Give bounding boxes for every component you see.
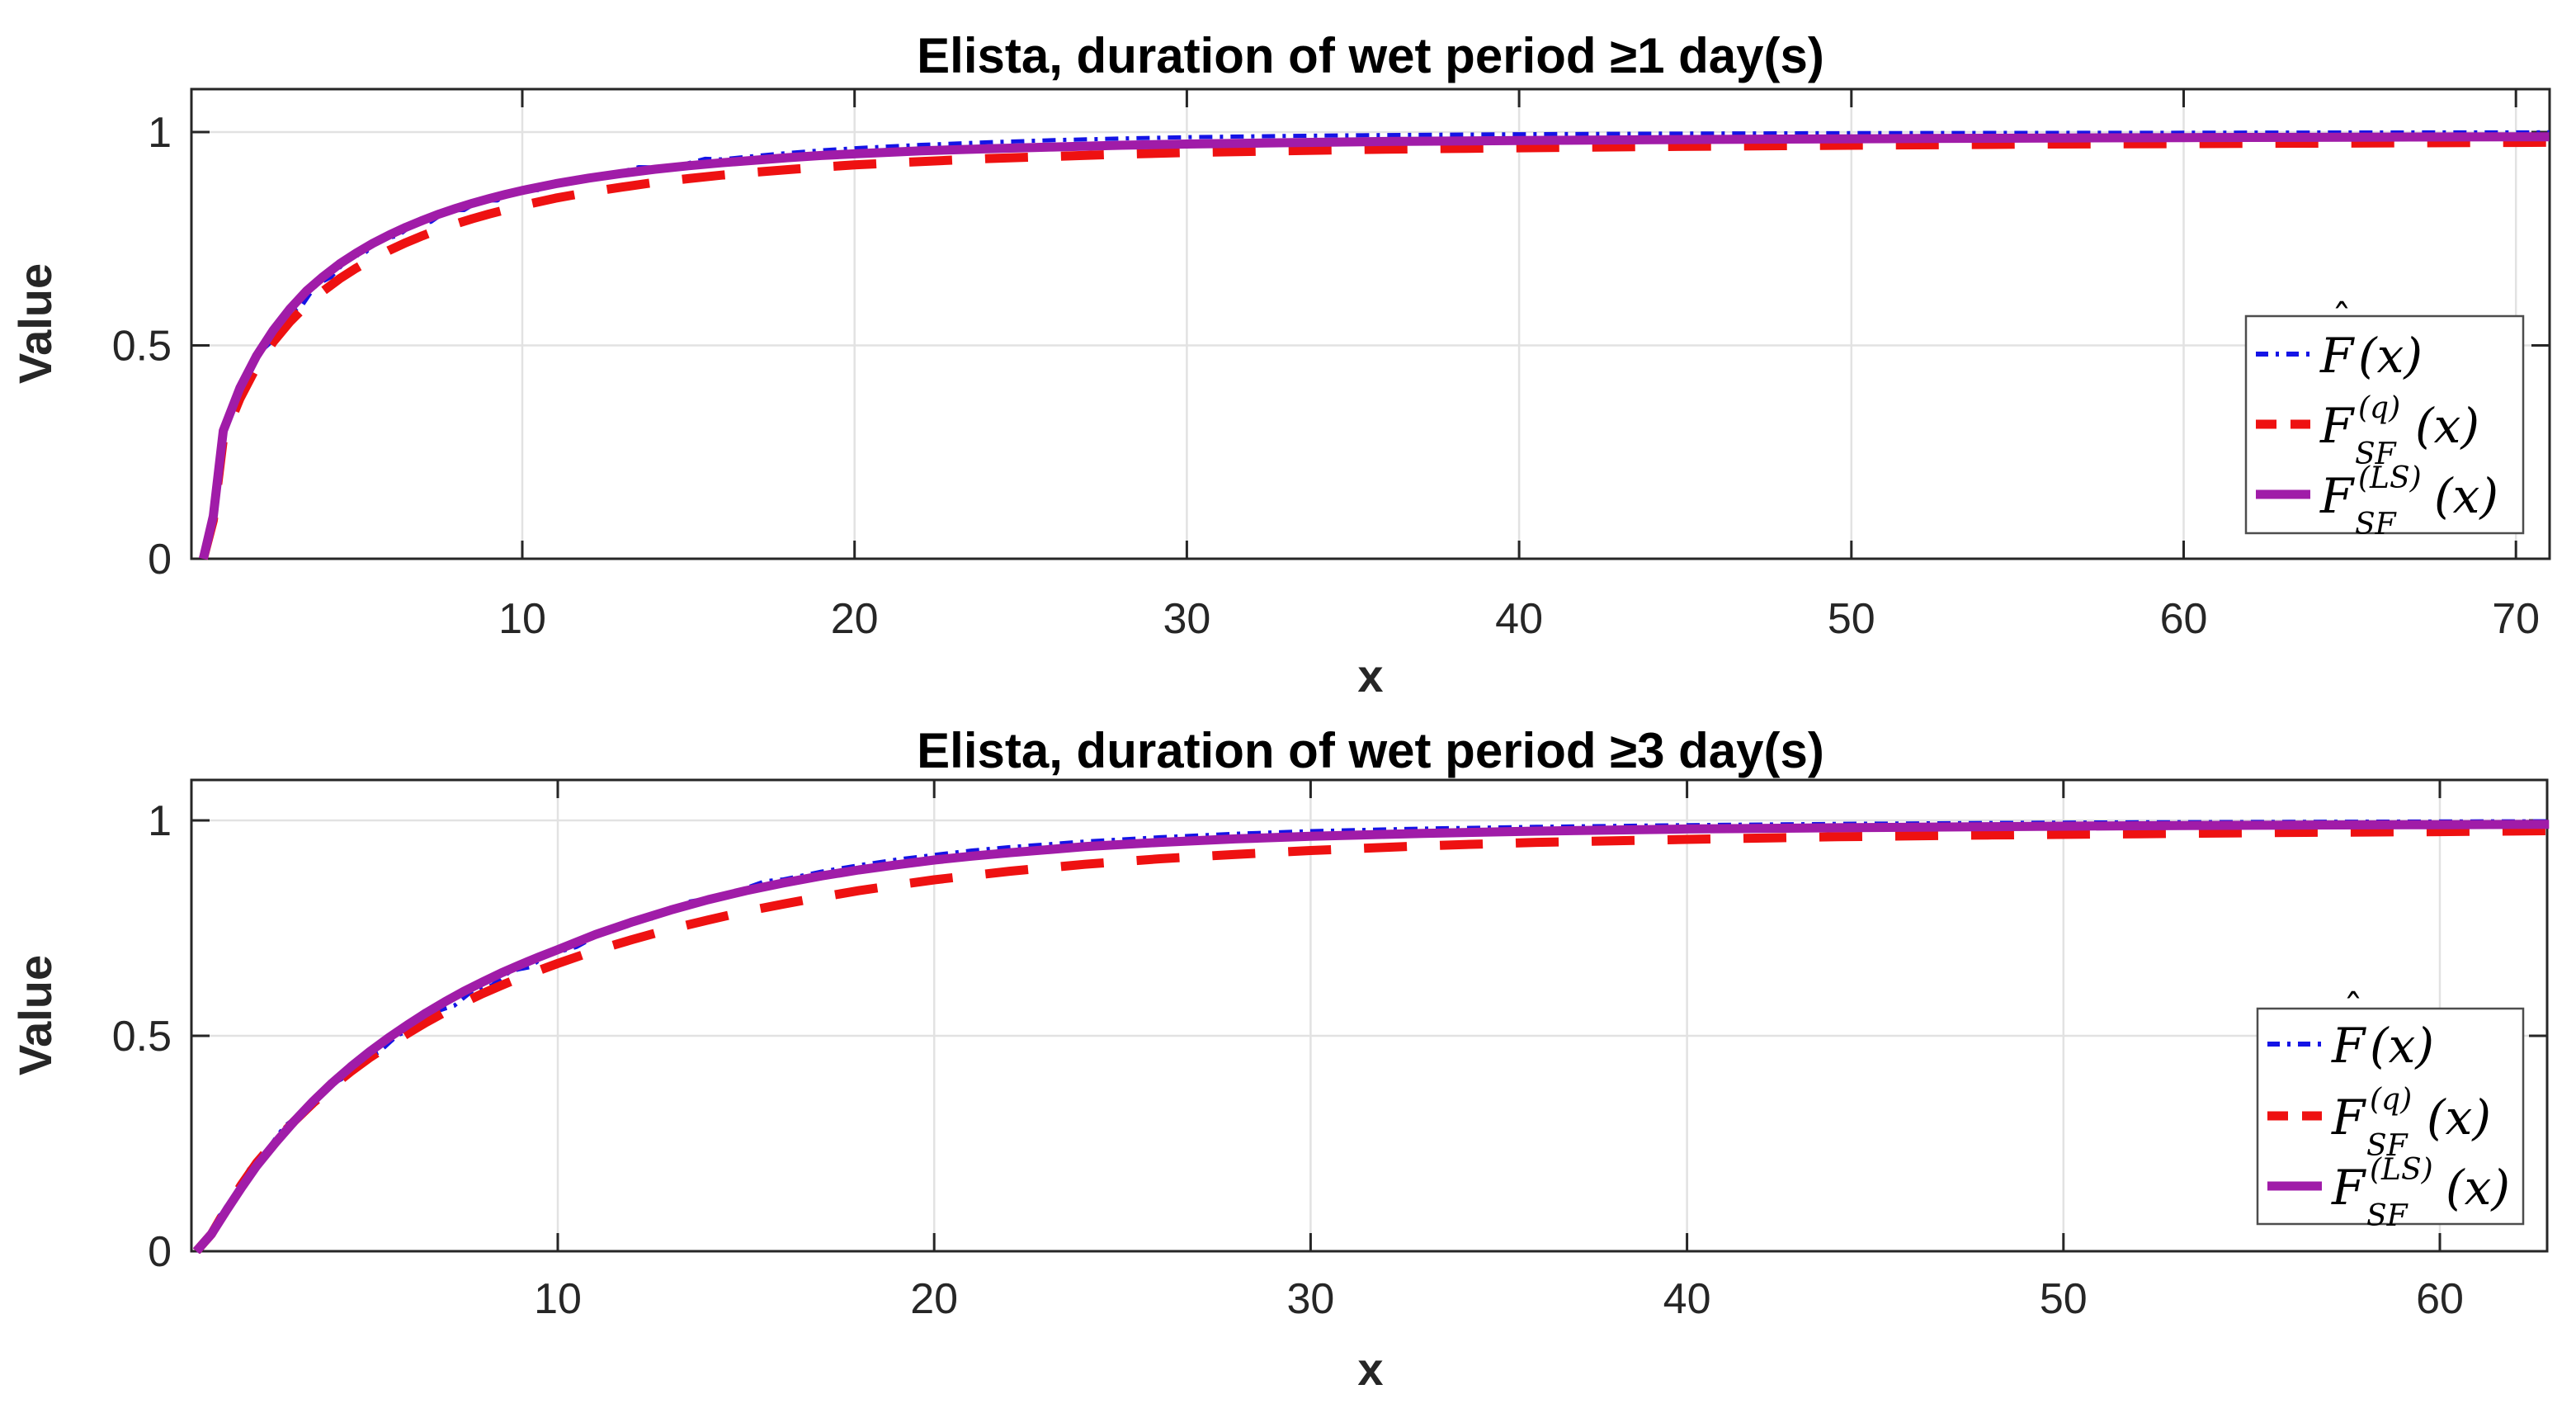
legend-label-superscript: (q) bbox=[2370, 1083, 2412, 1117]
x-tick-label: 70 bbox=[2492, 595, 2540, 643]
y-tick-label: 0 bbox=[148, 536, 172, 584]
subplot-top: Elista, duration of wet period ≥1 day(s)… bbox=[9, 28, 2551, 702]
legend-label-base: F bbox=[2331, 1089, 2366, 1146]
x-tick-label: 60 bbox=[2160, 595, 2208, 643]
legend-label-argument: (x) bbox=[2434, 468, 2498, 524]
bottom-yaxis-label: Value bbox=[9, 955, 61, 1075]
legend-label-hat: ˆ bbox=[2332, 296, 2352, 343]
legend-label-superscript: (q) bbox=[2358, 391, 2400, 425]
x-tick-label: 40 bbox=[1495, 595, 1543, 643]
x-tick-label: 20 bbox=[910, 1275, 958, 1323]
legend-label-argument: (x) bbox=[2427, 1089, 2491, 1146]
top-xaxis-label: x bbox=[1357, 650, 1383, 702]
x-tick-label: 30 bbox=[1286, 1275, 1334, 1323]
x-tick-label: 30 bbox=[1163, 595, 1210, 643]
legend-label-subscript: SF bbox=[2355, 437, 2398, 471]
x-tick-label: 60 bbox=[2416, 1275, 2464, 1323]
bottom-legend: Fˆ(x)F (q)SF(x)F (LS)SF(x) bbox=[2256, 986, 2525, 1233]
x-tick-label: 50 bbox=[2040, 1275, 2088, 1323]
y-tick-label: 1 bbox=[148, 109, 172, 157]
legend-label-argument: (x) bbox=[2358, 328, 2423, 384]
legend-label-hat: ˆ bbox=[2343, 986, 2363, 1033]
axes-box bbox=[190, 87, 2551, 560]
legend-label-subscript: SF bbox=[2366, 1129, 2409, 1163]
series-solid-curve bbox=[192, 820, 2550, 1254]
series-dashed-curve bbox=[199, 137, 2550, 560]
y-tick-label: 1 bbox=[148, 797, 172, 845]
top-yaxis-label: Value bbox=[9, 263, 61, 384]
legend-label-subscript: SF bbox=[2355, 508, 2398, 541]
legend-label-argument: (x) bbox=[2446, 1160, 2510, 1216]
top-legend: Fˆ(x)F (q)SF(x)F (LS)SF(x) bbox=[2244, 296, 2525, 541]
legend-label-superscript: (LS) bbox=[2358, 461, 2422, 495]
legend-label-base: F bbox=[2331, 1018, 2366, 1074]
top-title: Elista, duration of wet period ≥1 day(s) bbox=[917, 28, 1824, 83]
legend-label-superscript: (LS) bbox=[2370, 1153, 2433, 1187]
legend-label-subscript: SF bbox=[2366, 1199, 2409, 1233]
bottom-title: Elista, duration of wet period ≥3 day(s) bbox=[917, 723, 1824, 778]
bottom-xaxis-label: x bbox=[1357, 1343, 1383, 1395]
subplot-bottom: Elista, duration of wet period ≥3 day(s)… bbox=[9, 723, 2550, 1395]
x-tick-label: 40 bbox=[1663, 1275, 1711, 1323]
axes-box bbox=[190, 778, 2549, 1253]
x-tick-label: 10 bbox=[534, 1275, 582, 1323]
bottom-plot-area: 10 20 30 40 50 60 0 0.5 1 bbox=[112, 778, 2550, 1323]
y-tick-label: 0 bbox=[148, 1228, 172, 1276]
top-plot-area: 10 20 30 40 50 60 70 0 0.5 1 bbox=[112, 87, 2551, 643]
legend-label-argument: (x) bbox=[2415, 398, 2479, 454]
legend-label-base: F bbox=[2331, 1160, 2366, 1216]
legend-label-base: F bbox=[2319, 398, 2355, 454]
legend-label-argument: (x) bbox=[2370, 1018, 2434, 1074]
series-solid-curve bbox=[199, 132, 2550, 560]
legend-label-base: F bbox=[2319, 468, 2355, 524]
y-tick-label: 0.5 bbox=[112, 1013, 172, 1061]
x-tick-label: 20 bbox=[831, 595, 879, 643]
x-tick-label: 50 bbox=[1828, 595, 1875, 643]
x-tick-label: 10 bbox=[498, 595, 546, 643]
y-tick-label: 0.5 bbox=[112, 323, 172, 371]
legend-label-base: F bbox=[2319, 328, 2355, 384]
series-dashed-curve bbox=[192, 826, 2550, 1254]
